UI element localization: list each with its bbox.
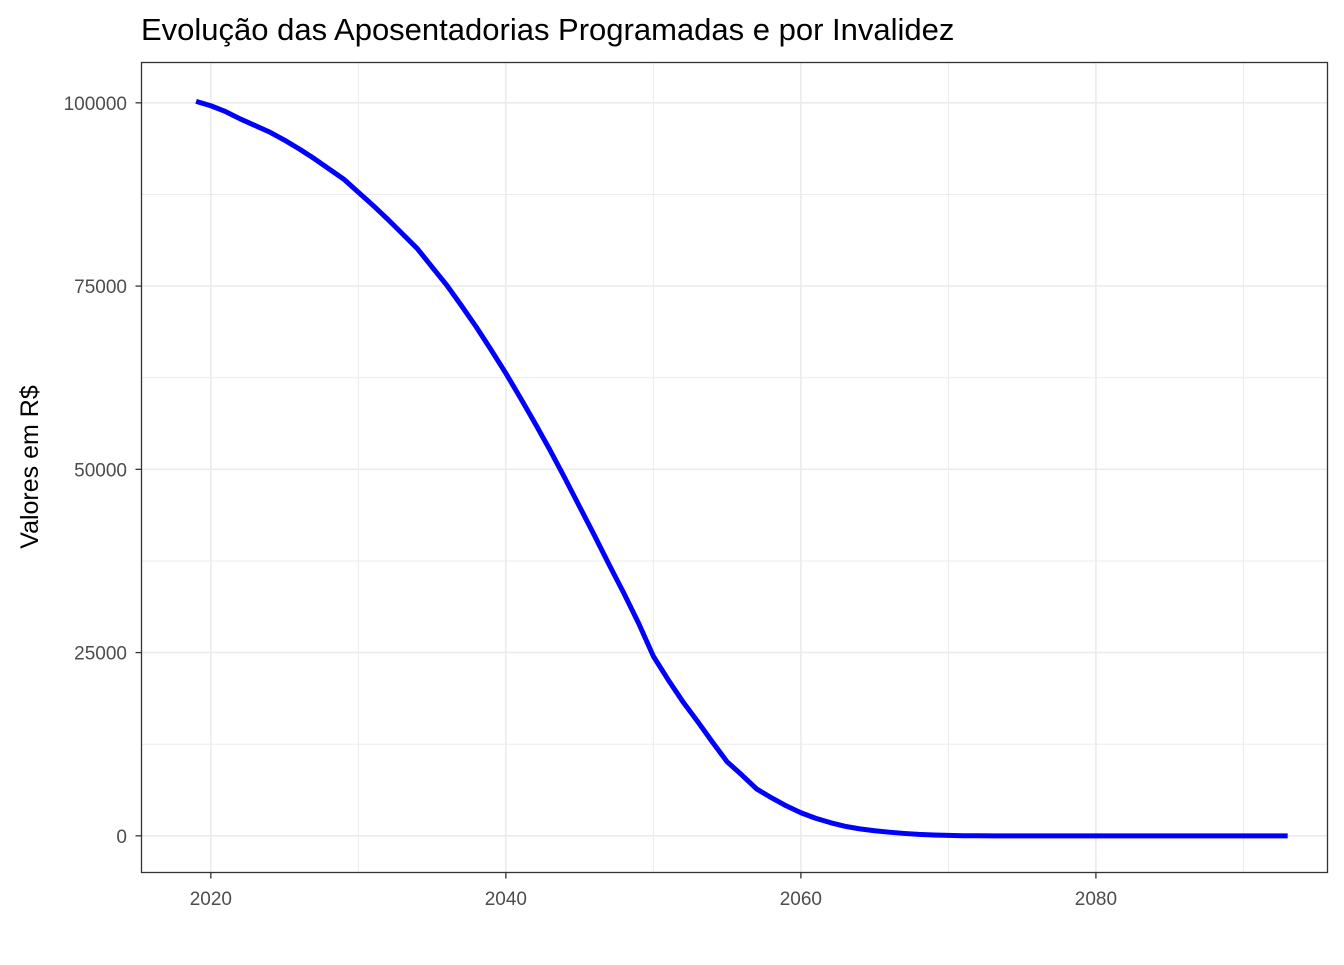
x-tick-label: 2060 [780, 889, 822, 910]
axis-layer: 2020 2040 2060 2080 0 25000 50000 75000 100000 [64, 94, 1117, 910]
x-tick-label: 2080 [1075, 889, 1117, 910]
y-tick-label: 100000 [64, 94, 127, 115]
y-axis-label: Valores em R$ [16, 385, 44, 549]
chart-title: Evolução das Aposentadorias Programadas … [141, 12, 954, 47]
y-tick-label: 0 [116, 827, 127, 848]
series-line-0 [195, 98, 1288, 839]
y-tick-label: 75000 [74, 277, 127, 298]
grid-layer [141, 62, 1328, 873]
panel-border [140, 61, 1329, 874]
y-tick-label: 50000 [74, 460, 127, 481]
x-tick-label: 2020 [190, 889, 232, 910]
series-layer [195, 98, 1288, 839]
y-tick-label: 25000 [74, 644, 127, 665]
x-tick-label: 2040 [485, 889, 527, 910]
